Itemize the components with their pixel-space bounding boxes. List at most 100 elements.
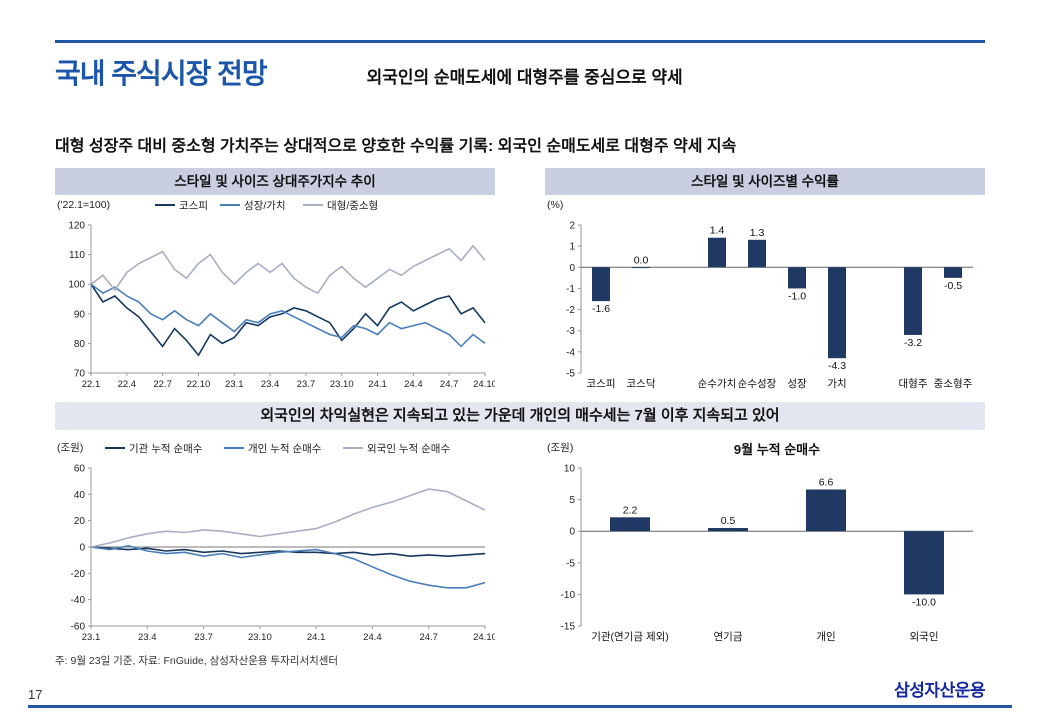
svg-text:9월 누적 순매수: 9월 누적 순매수 [734, 442, 820, 457]
svg-text:23.1: 23.1 [82, 632, 101, 643]
svg-text:70: 70 [74, 369, 86, 380]
svg-text:-4.3: -4.3 [828, 360, 846, 372]
svg-text:60: 60 [74, 464, 86, 475]
svg-text:-3.2: -3.2 [904, 337, 922, 349]
page-subtitle: 외국인의 순매도세에 대형주를 중심으로 약세 [366, 68, 683, 87]
svg-text:22.7: 22.7 [153, 379, 172, 390]
svg-text:5: 5 [569, 495, 575, 506]
svg-text:성장/가치: 성장/가치 [244, 200, 286, 212]
svg-text:0.5: 0.5 [721, 515, 736, 527]
svg-text:개인 누적 순매수: 개인 누적 순매수 [248, 443, 322, 455]
svg-text:23.10: 23.10 [248, 632, 272, 643]
panel-style-returns: 스타일 및 사이즈별 수익률 2 1 0 -1 -2 -3 -4 -5 -1.6 코스피 0.0 코스… [545, 168, 985, 395]
svg-text:24.4: 24.4 [404, 379, 423, 390]
style-index-chart-title: 스타일 및 사이즈 상대주가지수 추이 [55, 168, 495, 195]
company-logo: 삼성자산운용 [894, 681, 985, 700]
svg-text:24.7: 24.7 [440, 379, 459, 390]
panel-style-index: 스타일 및 사이즈 상대주가지수 추이 120 110 100 90 80 70 22.1 2… [55, 168, 495, 395]
svg-text:22.1: 22.1 [82, 379, 101, 390]
svg-text:-5: -5 [566, 369, 575, 380]
svg-text:(%): (%) [547, 199, 563, 211]
svg-text:-15: -15 [561, 622, 576, 633]
svg-text:120: 120 [68, 221, 85, 232]
svg-text:20: 20 [74, 516, 86, 527]
svg-text:6.6: 6.6 [819, 476, 834, 488]
svg-text:24.1: 24.1 [307, 632, 326, 643]
section-heading: 대형 성장주 대비 중소형 가치주는 상대적으로 양호한 수익률 기록: 외국인… [55, 138, 737, 155]
svg-text:순수성장: 순수성장 [738, 378, 777, 390]
panel-september-netbuy: 10 5 0 -5 -10 -15 2.2 기관(연기금 제외) 0.5 연기금 6.6 개인 -10.… [545, 438, 985, 668]
svg-text:23.4: 23.4 [138, 632, 157, 643]
svg-text:90: 90 [74, 309, 86, 320]
page-number: 17 [28, 687, 43, 702]
top-divider [55, 40, 985, 43]
svg-text:0: 0 [569, 263, 575, 274]
svg-text:-20: -20 [71, 569, 86, 580]
svg-text:24.7: 24.7 [419, 632, 438, 643]
svg-text:코스피: 코스피 [587, 378, 616, 390]
svg-text:코스닥: 코스닥 [627, 378, 656, 390]
svg-text:(조원): (조원) [547, 442, 573, 454]
svg-text:-0.5: -0.5 [944, 280, 962, 292]
svg-text:0: 0 [79, 543, 85, 554]
panel-cumulative-netbuy: 60 40 20 0 -20 -40 -60 23.1 23.4 23.7 23.10 24.1 24.… [55, 438, 495, 668]
svg-text:23.7: 23.7 [297, 379, 316, 390]
svg-text:-1.6: -1.6 [592, 303, 610, 315]
svg-text:80: 80 [74, 339, 86, 350]
svg-text:대형주: 대형주 [899, 378, 928, 390]
september-net-buy-bar-chart: 10 5 0 -5 -10 -15 2.2 기관(연기금 제외) 0.5 연기금 6.6 개인 -10.… [547, 442, 973, 643]
svg-text:-60: -60 [71, 622, 86, 633]
svg-text:1: 1 [569, 242, 575, 253]
svg-text:110: 110 [69, 250, 85, 261]
svg-text:23.4: 23.4 [261, 379, 280, 390]
svg-text:가치: 가치 [827, 378, 846, 390]
bottom-chart-row: 60 40 20 0 -20 -40 -60 23.1 23.4 23.7 23.10 24.1 24.… [55, 438, 985, 668]
svg-text:-5: -5 [566, 558, 575, 569]
header: 국내 주식시장 전망 외국인의 순매도세에 대형주를 중심으로 약세 [55, 52, 985, 92]
svg-text:10: 10 [564, 464, 576, 475]
svg-text:성장: 성장 [787, 378, 807, 390]
svg-text:-1.0: -1.0 [788, 290, 806, 302]
svg-text:24.4: 24.4 [363, 632, 382, 643]
svg-text:23.7: 23.7 [194, 632, 213, 643]
svg-text:0: 0 [569, 527, 575, 538]
style-size-returns-bar-chart: 2 1 0 -1 -2 -3 -4 -5 -1.6 코스피 0.0 코스닥 1.4 순수가치 1.3 순수성장… [547, 199, 973, 390]
svg-text:외국인: 외국인 [910, 631, 939, 643]
svg-text:24.10: 24.10 [473, 632, 495, 643]
svg-text:23.1: 23.1 [225, 379, 244, 390]
svg-text:외국인 누적 순매수: 외국인 누적 순매수 [367, 443, 450, 455]
svg-text:-1: -1 [566, 284, 575, 295]
svg-text:순수가치: 순수가치 [698, 378, 737, 390]
svg-text:23.10: 23.10 [330, 379, 354, 390]
page-title: 국내 주식시장 전망 [55, 58, 268, 89]
svg-text:1.3: 1.3 [750, 227, 765, 239]
svg-text:2: 2 [569, 221, 575, 232]
svg-text:개인: 개인 [816, 631, 835, 643]
top-chart-row: 스타일 및 사이즈 상대주가지수 추이 120 110 100 90 80 70 22.1 2… [55, 168, 985, 395]
svg-text:40: 40 [74, 490, 86, 501]
svg-text:-10: -10 [561, 590, 576, 601]
bottom-divider [28, 705, 1012, 708]
svg-text:22.4: 22.4 [118, 379, 136, 390]
svg-text:-10.0: -10.0 [912, 596, 936, 608]
svg-text:기관(연기금 제외): 기관(연기금 제외) [591, 631, 669, 643]
svg-text:-3: -3 [566, 326, 575, 337]
svg-text:코스피: 코스피 [179, 200, 208, 212]
svg-text:-4: -4 [566, 347, 575, 358]
svg-text:24.1: 24.1 [368, 379, 387, 390]
svg-text:대형/중소형: 대형/중소형 [327, 200, 378, 212]
svg-text:(조원): (조원) [57, 442, 83, 454]
svg-text:2.2: 2.2 [623, 504, 638, 516]
style-returns-chart-title: 스타일 및 사이즈별 수익률 [545, 168, 985, 195]
svg-text:연기금: 연기금 [714, 631, 743, 643]
svg-text:100: 100 [68, 280, 85, 291]
svg-text:-40: -40 [71, 595, 86, 606]
svg-text:('22.1=100): ('22.1=100) [57, 199, 110, 211]
svg-text:-2: -2 [566, 305, 575, 316]
svg-text:1.4: 1.4 [710, 225, 725, 237]
svg-text:24.10: 24.10 [473, 379, 495, 390]
svg-text:기관 누적 순매수: 기관 누적 순매수 [129, 443, 203, 455]
